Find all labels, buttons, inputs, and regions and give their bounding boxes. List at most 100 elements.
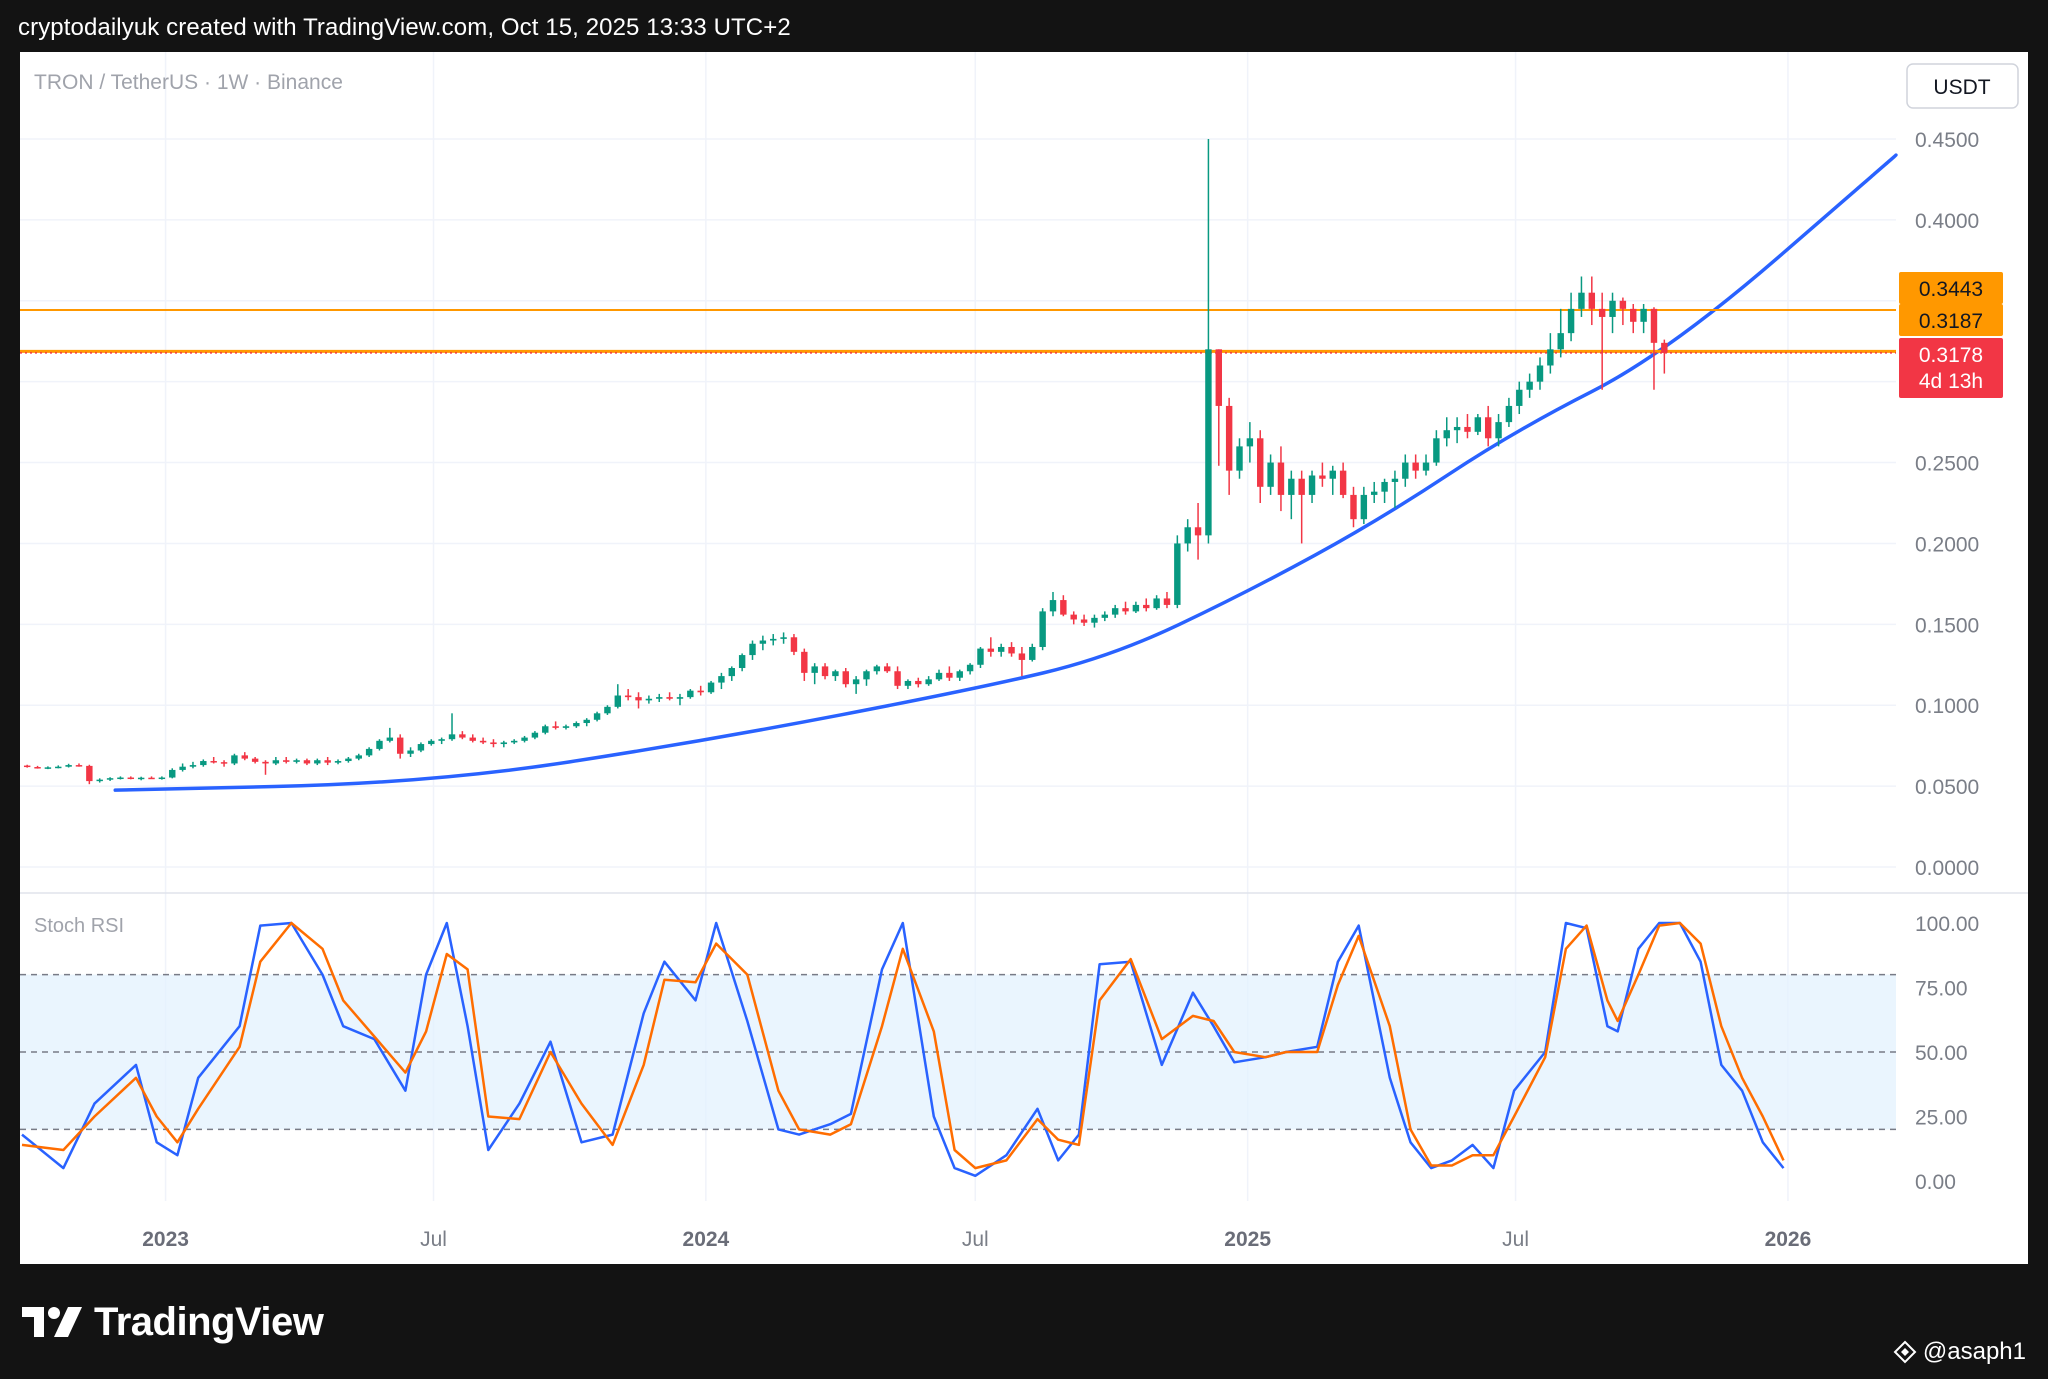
author-handle[interactable]: @asaph1 bbox=[1893, 1338, 2026, 1366]
stoch-tick-label: 50.00 bbox=[1915, 1042, 1968, 1065]
chart-canvas[interactable]: 0.45000.40000.35000.30000.25000.20000.15… bbox=[20, 52, 2028, 1264]
price-badge-upper-text: 0.3443 bbox=[1919, 278, 1983, 301]
candle-body bbox=[925, 679, 932, 685]
candle-body bbox=[1339, 470, 1347, 495]
price-badge-upper: 0.3443 bbox=[1899, 272, 2003, 304]
candle-body bbox=[521, 737, 528, 741]
candle-body bbox=[1505, 405, 1513, 423]
time-tick-label: 2024 bbox=[683, 1228, 730, 1251]
time-tick-label: 2025 bbox=[1224, 1228, 1271, 1251]
candle-body bbox=[1143, 604, 1150, 609]
currency-button[interactable]: USDT bbox=[1906, 63, 2019, 109]
candle-body bbox=[624, 695, 632, 698]
candle-body bbox=[1495, 422, 1502, 439]
candle-body bbox=[1029, 646, 1036, 660]
price-badge-lower: 0.3187 bbox=[1899, 304, 2003, 336]
candle-body bbox=[1236, 446, 1243, 471]
candle-body bbox=[1298, 478, 1305, 495]
candle-body bbox=[1557, 333, 1564, 350]
chart-caption: cryptodailyuk created with TradingView.c… bbox=[18, 14, 791, 41]
candle-body bbox=[946, 672, 953, 678]
candle-body bbox=[635, 697, 642, 701]
candle-body bbox=[127, 777, 135, 780]
candle-body bbox=[251, 758, 259, 762]
candle-body bbox=[687, 690, 694, 698]
candle-body bbox=[977, 648, 984, 665]
price-tick-label: 0.4500 bbox=[1915, 129, 1979, 152]
chart-panel[interactable]: 0.45000.40000.35000.30000.25000.20000.15… bbox=[20, 52, 2028, 1264]
candle-body bbox=[997, 646, 1005, 652]
candle-body bbox=[676, 697, 684, 699]
candle-body bbox=[759, 640, 767, 644]
candle-body bbox=[1288, 478, 1295, 495]
candle-body bbox=[75, 765, 83, 767]
candle-body bbox=[365, 748, 373, 756]
price-tick-label: 0.2000 bbox=[1915, 533, 1979, 556]
candle-body bbox=[334, 761, 342, 763]
price-tick-label: 0.1000 bbox=[1915, 695, 1979, 718]
candle-body bbox=[1536, 365, 1544, 382]
brand-name: TradingView bbox=[94, 1299, 324, 1344]
candle-body bbox=[1225, 405, 1233, 471]
candle-body bbox=[44, 767, 52, 769]
candle-body bbox=[117, 777, 124, 780]
candle-body bbox=[189, 765, 197, 767]
candle-body bbox=[915, 680, 922, 685]
candle-body bbox=[479, 740, 487, 743]
candle-body bbox=[707, 682, 715, 693]
candle-body bbox=[272, 760, 280, 764]
candle-body bbox=[1443, 430, 1450, 439]
candle-body bbox=[314, 760, 321, 764]
tradingview-logo[interactable]: TradingView bbox=[22, 1299, 324, 1344]
candle-body bbox=[1091, 617, 1098, 623]
candle-body bbox=[552, 726, 559, 728]
candle-body bbox=[137, 777, 145, 780]
stoch-tick-label: 25.00 bbox=[1915, 1107, 1968, 1130]
candle-body bbox=[656, 697, 663, 699]
candle-body bbox=[1578, 292, 1585, 309]
candle-body bbox=[1412, 462, 1419, 471]
candle-body bbox=[1111, 608, 1119, 615]
candle-body bbox=[1567, 308, 1575, 334]
candle-body bbox=[1267, 462, 1274, 487]
candle-body bbox=[1350, 494, 1357, 520]
last-price-text: 0.3178 bbox=[1919, 344, 1983, 367]
candle-body bbox=[562, 726, 570, 728]
candle-body bbox=[1308, 475, 1316, 495]
candle-body bbox=[842, 671, 849, 685]
time-tick-label: Jul bbox=[420, 1228, 447, 1251]
candle-body bbox=[23, 765, 31, 768]
candle-body bbox=[1049, 600, 1057, 612]
candle-body bbox=[210, 761, 217, 763]
candle-body bbox=[490, 742, 497, 745]
candle-body bbox=[55, 766, 62, 769]
candle-body bbox=[262, 761, 269, 764]
candle-body bbox=[1484, 417, 1492, 439]
stoch-tick-label: 0.00 bbox=[1915, 1171, 1956, 1194]
candle-body bbox=[1329, 470, 1336, 479]
candle-body bbox=[894, 671, 901, 686]
candle-body bbox=[1319, 475, 1326, 479]
candle-body bbox=[158, 777, 166, 780]
candle-body bbox=[904, 680, 912, 686]
author-handle-text: @asaph1 bbox=[1922, 1338, 2026, 1365]
candle-body bbox=[1588, 292, 1596, 309]
candle-body bbox=[1370, 491, 1378, 495]
candle-body bbox=[697, 690, 704, 693]
candle-body bbox=[1060, 600, 1067, 615]
candle-body bbox=[179, 766, 186, 770]
candle-body bbox=[1360, 494, 1368, 520]
candle-body bbox=[718, 676, 725, 683]
candle-body bbox=[780, 637, 787, 639]
candle-body bbox=[1391, 478, 1399, 482]
candle-body bbox=[148, 777, 155, 780]
candle-body bbox=[220, 762, 228, 764]
candle-body bbox=[811, 666, 818, 673]
candle-body bbox=[1609, 300, 1616, 317]
stoch-tick-label: 75.00 bbox=[1915, 978, 1968, 1001]
candle-body bbox=[1205, 349, 1212, 536]
candle-body bbox=[1039, 611, 1046, 647]
candle-body bbox=[1598, 308, 1606, 317]
candle-body bbox=[1277, 462, 1285, 495]
candle-body bbox=[1433, 438, 1440, 463]
